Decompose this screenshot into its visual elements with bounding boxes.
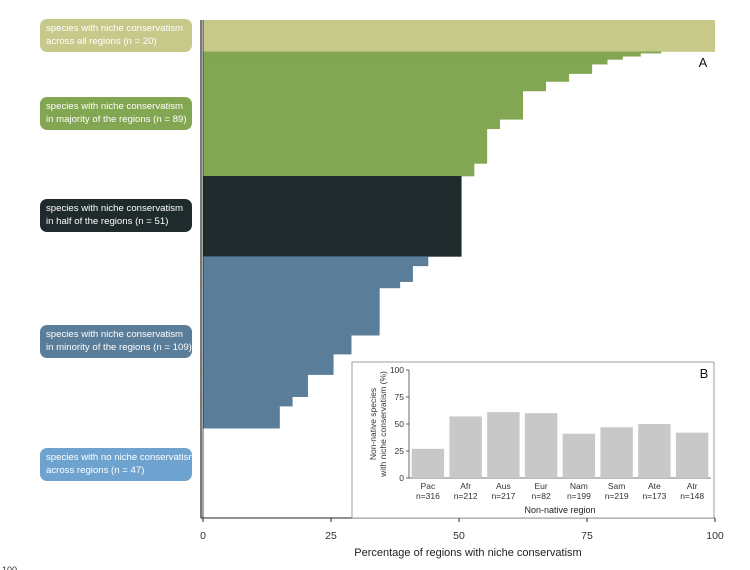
panel-a-bar-1-8 (203, 119, 500, 130)
panel-a-x-ticks: 0 25 50 75 100 (200, 518, 724, 542)
panel-b-inset: B 0 25 50 75 100 Non-native species with niche… (351, 361, 715, 519)
panel-b-category-label: Afr (460, 481, 471, 491)
panel-a-bar-3-6 (203, 374, 308, 397)
panel-a-bar-1-2 (203, 56, 623, 60)
panel-b-category-count: n=173 (642, 491, 666, 501)
panel-a-bar-1-10 (203, 163, 475, 177)
panel-b-category-count: n=217 (491, 491, 515, 501)
category-label-line1: species with niche conservatism (46, 203, 184, 215)
panel-b-y-label-line-2: with niche conservatism (%) (378, 371, 388, 478)
panel-b-category-count: n=199 (567, 491, 591, 501)
category-label-line2: across all regions (n = 20) (46, 35, 157, 47)
panel-a-x-tick-label: 75 (581, 530, 593, 542)
panel-a-bar-1-9 (203, 128, 488, 164)
panel-a-x-tick-label: 50 (453, 530, 465, 542)
footer-fragment: 100 (2, 565, 17, 570)
category-label-4: species with no niche conservatism across… (40, 448, 197, 482)
panel-b-category-label: Sam (608, 481, 625, 491)
panel-b-category-count: n=219 (605, 491, 629, 501)
panel-b-bar-eur (524, 413, 558, 478)
panel-b-bar-afr (449, 416, 482, 478)
category-label-line2: across regions (n = 47) (46, 465, 145, 477)
panel-a-bar-2-0 (203, 176, 462, 257)
panel-a-label: A (699, 55, 708, 70)
category-label-0: species with niche conservatism across al… (40, 18, 192, 52)
category-label-line2: in minority of the regions (n = 109) (46, 342, 192, 354)
panel-a-bar-1-4 (203, 64, 593, 74)
panel-a-x-tick-label: 100 (706, 530, 724, 542)
panel-a-bar-3-7 (203, 396, 293, 407)
category-label-line2: in majority of the regions (n = 89) (46, 113, 187, 125)
panel-b-category-label: Nam (570, 481, 588, 491)
category-label-line2: in half of the regions (n = 51) (46, 216, 169, 228)
panel-b-plot: 0 25 50 75 100 Non-native species with niche c… (368, 365, 711, 501)
panel-b-category-count: n=148 (680, 491, 704, 501)
panel-a-bar-0-0 (203, 20, 715, 52)
panel-a-x-label: Percentage of regions with niche conserv… (354, 547, 581, 559)
panel-a-bar-3-8 (203, 406, 280, 429)
panel-b-label: B (700, 366, 709, 381)
panel-a-bar-1-3 (203, 59, 608, 65)
panel-a-bar-1-5 (203, 73, 570, 82)
panel-a-bar-1-1 (203, 53, 641, 57)
category-label-line1: species with niche conservatism (46, 329, 184, 341)
category-label-1: species with niche conservatism in majori… (40, 96, 192, 130)
panel-b-bar-nam (562, 433, 596, 478)
category-label-2: species with niche conservatism in half o… (40, 199, 192, 233)
panel-b-category-count: n=316 (416, 491, 440, 501)
panel-b-bar-sam (600, 427, 633, 478)
category-label-3: species with niche conservatism in minori… (40, 325, 192, 359)
panel-b-category-count: n=212 (454, 491, 478, 501)
panel-b-y-tick-label: 75 (395, 392, 405, 402)
panel-b-bar-pac (411, 448, 445, 478)
panel-a-bar-3-4 (203, 335, 352, 355)
panel-a-bar-3-2 (203, 281, 401, 289)
panel-a-bars (203, 20, 715, 429)
panel-a-bar-3-0 (203, 256, 429, 267)
category-label-line1: species with niche conservatism (46, 22, 184, 34)
panel-b-category-label: Ate (648, 481, 661, 491)
panel-a-bar-3-3 (203, 287, 380, 336)
panel-b-bar-aus (487, 412, 520, 478)
panel-b-x-label: Non-native region (524, 505, 595, 515)
panel-b-bar-ate (638, 424, 671, 478)
panel-a-x-tick-label: 0 (200, 530, 206, 542)
panel-b-category-label: Aus (496, 481, 511, 491)
panel-b-category-count: n=82 (532, 491, 551, 501)
panel-a-bar-1-6 (203, 81, 547, 92)
panel-b-category-label: Eur (535, 481, 548, 491)
panel-b-y-tick-label: 25 (395, 446, 405, 456)
panel-b-y-tick-label: 100 (390, 365, 404, 375)
panel-b-y-tick-label: 50 (395, 419, 405, 429)
panel-b-category-label: Atr (687, 481, 698, 491)
panel-b-category-label: Pac (421, 481, 436, 491)
panel-a-bar-3-1 (203, 265, 413, 282)
panel-b-y-tick-label: 0 (399, 473, 404, 483)
panel-b-bar-atr (675, 432, 709, 478)
category-label-line1: species with niche conservatism (46, 100, 184, 112)
panel-b-y-label-line-1: Non-native species (368, 388, 378, 460)
category-label-line1: species with no niche conservatism (46, 452, 197, 464)
panel-a-bar-3-5 (203, 354, 334, 375)
panel-a-bar-1-7 (203, 90, 523, 120)
panel-a-x-tick-label: 25 (325, 530, 337, 542)
panel-a-bar-1-0 (203, 51, 662, 54)
